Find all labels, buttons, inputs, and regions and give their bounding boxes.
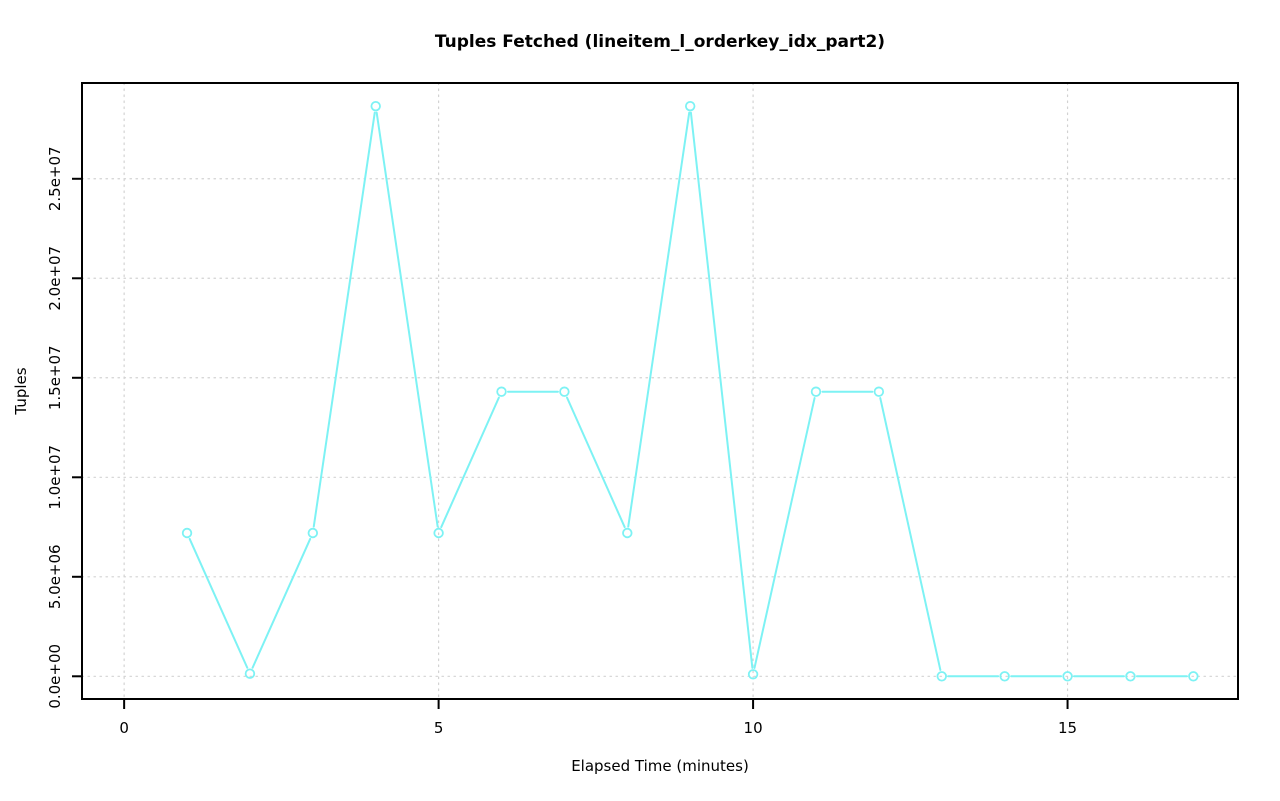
data-point-marker: [496, 386, 507, 397]
data-point-marker: [181, 527, 193, 539]
series-segment: [312, 111, 376, 528]
y-tick-label: 0.0e+00: [46, 644, 64, 709]
data-point-marker: [622, 527, 633, 539]
y-tick-label: 1.0e+07: [46, 445, 64, 510]
series-segment: [188, 537, 249, 669]
data-point-marker: [810, 386, 822, 397]
series-tuples-fetched: [181, 100, 1199, 682]
data-point-marker: [1188, 671, 1199, 682]
data-point-marker: [307, 527, 319, 539]
data-point-marker: [747, 669, 759, 680]
data-point-marker: [873, 386, 885, 397]
y-tick-label: 2.0e+07: [46, 246, 64, 311]
grid-lines: [81, 82, 1239, 700]
series-segment: [627, 111, 691, 528]
y-tick-label: 1.5e+07: [46, 345, 64, 410]
plot-border: [81, 82, 1239, 700]
data-point-marker: [370, 100, 381, 112]
y-axis-title: Tuples: [12, 367, 30, 415]
data-point-marker: [999, 671, 1010, 682]
series-segment: [689, 111, 754, 669]
series-segment: [566, 396, 626, 529]
x-tick-label: 5: [434, 719, 444, 737]
series-segment: [375, 111, 439, 528]
data-point-marker: [1125, 671, 1136, 682]
series-segment: [753, 397, 816, 669]
chart-title: Tuples Fetched (lineitem_l_orderkey_idx_…: [435, 32, 885, 52]
x-tick-label: 0: [119, 719, 129, 737]
data-point-marker: [433, 527, 444, 539]
series-segment: [251, 537, 312, 669]
y-tick-label: 2.5e+07: [46, 146, 64, 211]
series-segment: [879, 397, 942, 671]
data-point-marker: [936, 671, 947, 682]
axes: 0 5 10 15 0.0e+00 5.0e+06 1.0e+07 1.5e+07 2.0e+0…: [46, 82, 1239, 737]
x-tick-label: 15: [1058, 719, 1077, 737]
x-tick-label: 10: [744, 719, 763, 737]
data-point-marker: [244, 668, 256, 679]
data-point-marker: [559, 386, 570, 397]
series-segment: [440, 396, 500, 529]
y-tick-label: 5.0e+06: [46, 544, 64, 609]
data-point-marker: [1062, 671, 1073, 682]
x-axis-title: Elapsed Time (minutes): [571, 757, 749, 775]
data-point-marker: [684, 100, 696, 112]
